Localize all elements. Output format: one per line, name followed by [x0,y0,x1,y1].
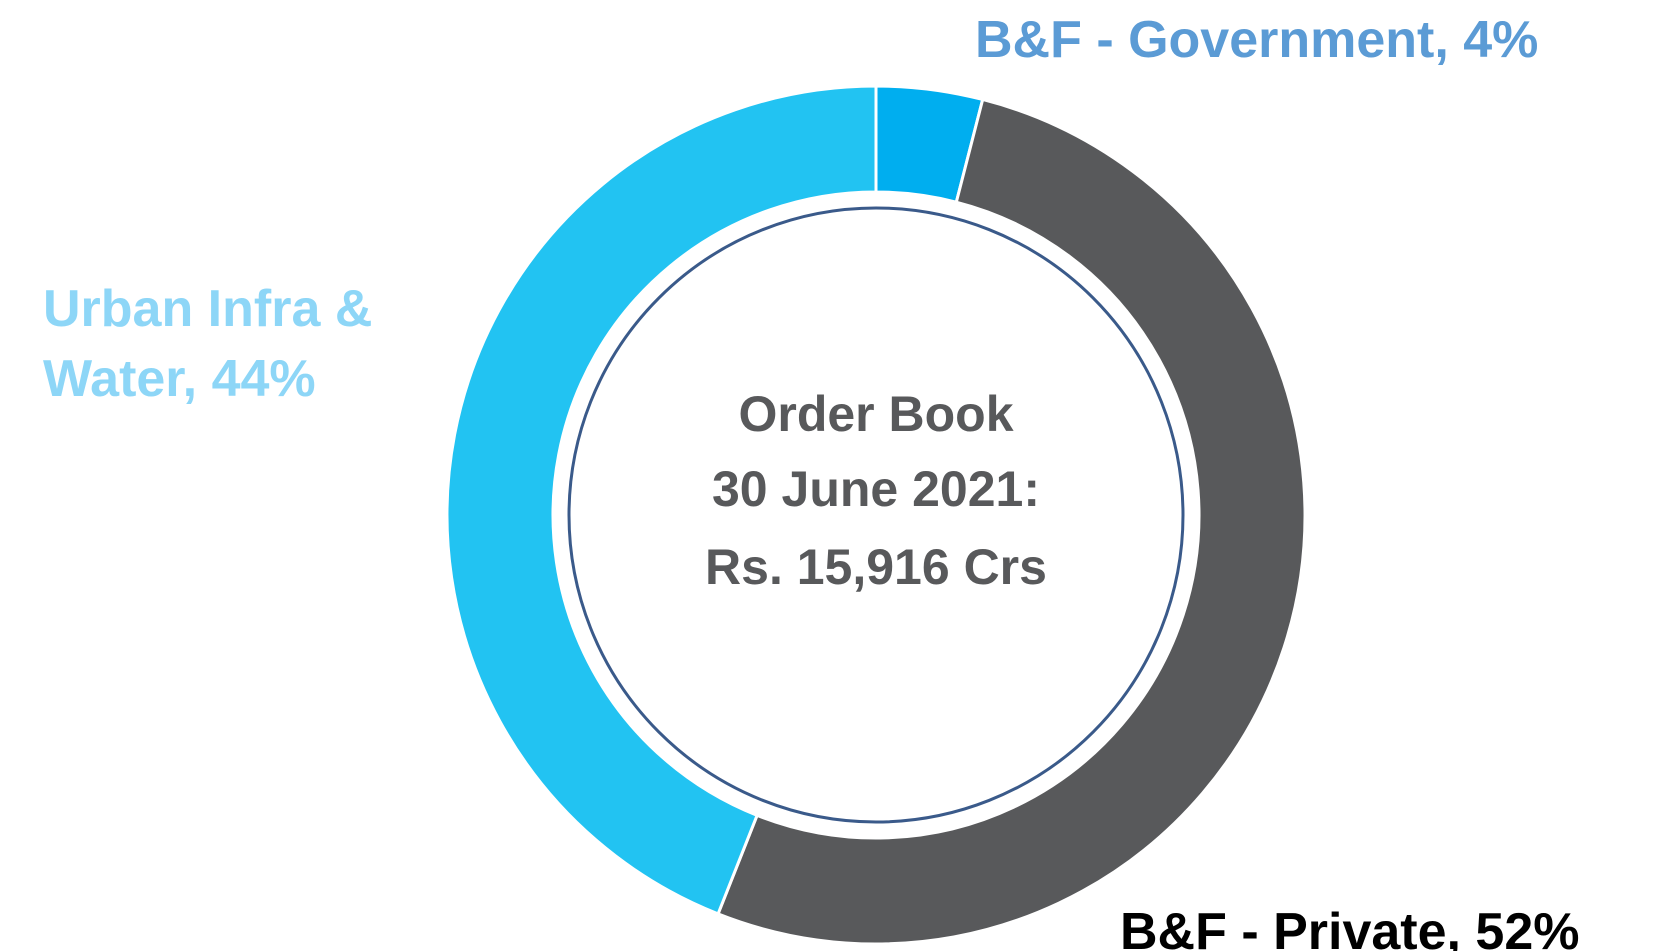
data-label: B&F - Private, 52% [1120,903,1580,951]
donut-segment [716,97,1307,946]
center-text: Order Book [738,386,1013,442]
data-label: B&F - Government, 4% [975,11,1539,69]
donut-segment [445,84,878,916]
data-label: Urban Infra & Water, 44% [43,280,373,408]
center-text: Rs. 15,916 Crs [705,539,1047,595]
center-text: 30 June 2021: [712,461,1040,517]
inner-ring [567,206,1185,824]
